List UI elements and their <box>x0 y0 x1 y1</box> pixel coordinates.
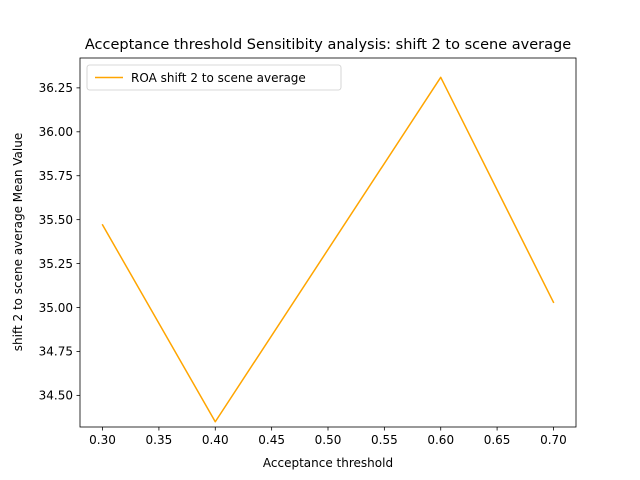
series-line-0 <box>101 76 555 423</box>
x-tick-label: 0.40 <box>202 433 229 447</box>
x-tick-label: 0.30 <box>89 433 116 447</box>
x-tick-label: 0.50 <box>315 433 342 447</box>
chart-title: Acceptance threshold Sensitibity analysi… <box>85 37 571 53</box>
y-axis-label: shift 2 to scene average Mean Value <box>11 133 25 351</box>
legend-box <box>86 64 342 91</box>
y-tick-label: 36.25 <box>39 81 73 95</box>
y-tick-label: 35.25 <box>39 257 73 271</box>
y-tick-label: 35.00 <box>39 301 73 315</box>
y-tick-label: 35.50 <box>39 213 73 227</box>
y-tick-label: 34.75 <box>39 345 73 359</box>
legend-label: ROA shift 2 to scene average <box>131 71 306 85</box>
x-axis-label: Acceptance threshold <box>263 456 393 470</box>
x-tick-label: 0.35 <box>146 433 173 447</box>
x-tick-label: 0.45 <box>258 433 285 447</box>
y-tick-label: 34.50 <box>39 389 73 403</box>
x-tick-label: 0.65 <box>484 433 511 447</box>
y-tick-label: 36.00 <box>39 125 73 139</box>
y-tick-label: 35.75 <box>39 169 73 183</box>
x-tick-label: 0.55 <box>371 433 398 447</box>
x-tick-label: 0.60 <box>427 433 454 447</box>
x-tick-label: 0.70 <box>540 433 567 447</box>
